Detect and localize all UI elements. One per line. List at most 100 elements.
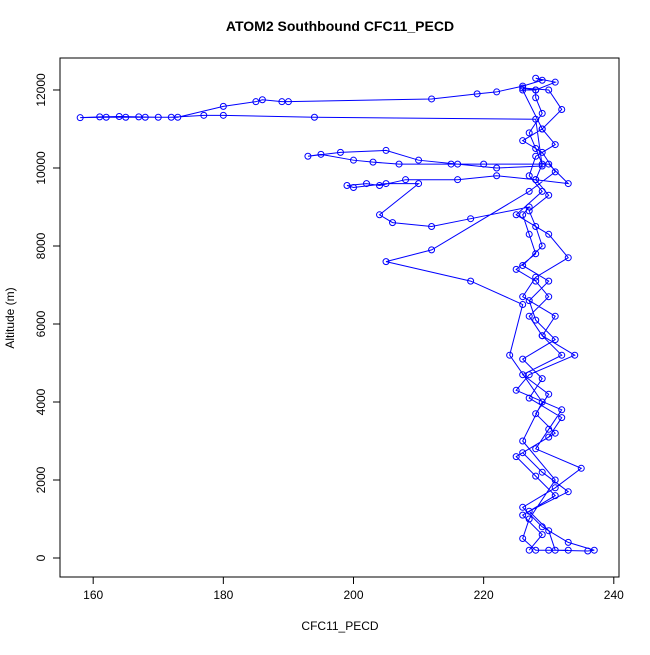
data-point xyxy=(512,453,520,461)
data-point xyxy=(532,176,540,184)
data-point xyxy=(538,398,546,406)
data-point xyxy=(545,433,553,441)
data-point xyxy=(545,425,553,433)
data-point xyxy=(317,150,325,158)
data-point xyxy=(525,394,533,402)
data-point xyxy=(532,472,540,480)
data-point xyxy=(538,531,546,539)
data-point xyxy=(284,98,292,106)
data-point xyxy=(454,160,462,168)
data-point xyxy=(525,172,533,180)
data-point xyxy=(454,176,462,184)
data-point xyxy=(551,492,559,500)
y-tick-label: 8000 xyxy=(34,232,48,259)
data-point xyxy=(525,507,533,515)
data-point xyxy=(538,187,546,195)
data-point xyxy=(512,265,520,273)
data-point xyxy=(415,180,423,188)
y-tick-label: 2000 xyxy=(34,466,48,493)
data-point xyxy=(532,410,540,418)
data-point xyxy=(532,94,540,102)
data-point xyxy=(532,86,540,94)
data-point xyxy=(538,375,546,383)
data-point xyxy=(76,114,84,122)
data-point xyxy=(525,371,533,379)
data-point xyxy=(525,546,533,554)
data-point xyxy=(167,113,175,121)
data-point xyxy=(493,164,501,172)
data-point xyxy=(428,95,436,103)
data-point xyxy=(525,297,533,305)
data-point xyxy=(519,300,527,308)
data-point xyxy=(538,109,546,117)
data-point xyxy=(551,336,559,344)
data-point xyxy=(551,312,559,320)
data-point xyxy=(363,180,371,188)
data-point xyxy=(428,246,436,254)
data-point xyxy=(415,156,423,164)
data-point xyxy=(376,211,384,219)
data-point xyxy=(519,503,527,511)
data-point xyxy=(545,230,553,238)
data-point xyxy=(467,215,475,223)
y-tick-label: 4000 xyxy=(34,388,48,415)
data-point xyxy=(525,129,533,137)
data-point xyxy=(493,172,501,180)
data-point xyxy=(538,76,546,84)
data-point xyxy=(519,449,527,457)
data-point xyxy=(525,203,533,211)
data-point xyxy=(545,293,553,301)
data-point xyxy=(532,445,540,453)
data-point xyxy=(278,98,286,106)
data-point xyxy=(551,546,559,554)
data-point xyxy=(219,102,227,110)
data-point xyxy=(551,141,559,149)
data-point xyxy=(512,211,520,219)
data-point xyxy=(402,176,410,184)
data-point xyxy=(519,82,527,90)
data-point xyxy=(395,160,403,168)
data-point xyxy=(219,111,227,119)
data-point xyxy=(545,546,553,554)
data-point xyxy=(538,242,546,250)
data-point xyxy=(310,113,318,121)
data-point xyxy=(519,371,527,379)
data-point xyxy=(343,182,351,190)
data-point xyxy=(512,386,520,394)
data-point xyxy=(558,351,566,359)
data-point xyxy=(532,144,540,152)
x-tick-label: 200 xyxy=(343,588,363,602)
data-point xyxy=(545,277,553,285)
data-point xyxy=(519,211,527,219)
data-point xyxy=(369,158,377,166)
data-point xyxy=(538,468,546,476)
data-point xyxy=(382,258,390,266)
data-point xyxy=(532,115,540,123)
data-point xyxy=(551,476,559,484)
data-point xyxy=(519,535,527,543)
data-point xyxy=(480,160,488,168)
data-point xyxy=(349,156,357,164)
data-point xyxy=(551,484,559,492)
y-tick-label: 6000 xyxy=(34,310,48,337)
data-point xyxy=(349,183,357,191)
data-point xyxy=(382,180,390,188)
data-point xyxy=(532,152,540,160)
data-point xyxy=(519,137,527,145)
data-point xyxy=(538,523,546,531)
data-point xyxy=(376,182,384,190)
data-point xyxy=(493,88,501,96)
data-point xyxy=(545,527,553,535)
data-point xyxy=(545,86,553,94)
data-point xyxy=(200,111,208,119)
data-point xyxy=(532,316,540,324)
data-point xyxy=(551,168,559,176)
data-point xyxy=(532,273,540,281)
data-point xyxy=(525,312,533,320)
data-point xyxy=(252,98,260,106)
data-point xyxy=(558,105,566,113)
data-point xyxy=(389,219,397,227)
data-point xyxy=(538,125,546,133)
y-axis-label: Altitude (m) xyxy=(3,287,17,348)
